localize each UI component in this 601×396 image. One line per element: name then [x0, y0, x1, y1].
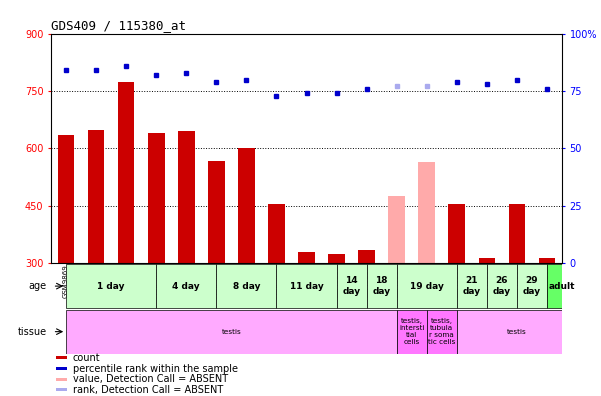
- Bar: [418, 162, 435, 263]
- Bar: [538, 257, 555, 263]
- Text: age: age: [28, 281, 47, 291]
- Text: GDS409 / 115380_at: GDS409 / 115380_at: [51, 19, 186, 32]
- Bar: [397, 264, 457, 308]
- Text: testis,
intersti
tial
cells: testis, intersti tial cells: [399, 318, 424, 345]
- Text: testis: testis: [507, 329, 526, 335]
- Bar: [238, 148, 255, 263]
- Text: 4 day: 4 day: [172, 282, 200, 291]
- Bar: [56, 388, 67, 391]
- Text: 1 day: 1 day: [97, 282, 125, 291]
- Bar: [388, 196, 405, 263]
- Bar: [448, 204, 465, 263]
- Text: count: count: [73, 352, 100, 363]
- Text: adult: adult: [549, 282, 575, 291]
- Text: 29
day: 29 day: [523, 276, 541, 296]
- Text: 21
day: 21 day: [463, 276, 481, 296]
- Text: 18
day: 18 day: [373, 276, 391, 296]
- Text: 8 day: 8 day: [233, 282, 260, 291]
- Bar: [517, 264, 547, 308]
- Text: 14
day: 14 day: [343, 276, 361, 296]
- Bar: [276, 264, 337, 308]
- Bar: [56, 378, 67, 381]
- Bar: [156, 264, 216, 308]
- Bar: [337, 264, 367, 308]
- Text: percentile rank within the sample: percentile rank within the sample: [73, 364, 237, 374]
- Bar: [427, 310, 457, 354]
- Text: rank, Detection Call = ABSENT: rank, Detection Call = ABSENT: [73, 385, 223, 395]
- Bar: [478, 257, 495, 263]
- Bar: [457, 264, 487, 308]
- Bar: [58, 135, 75, 263]
- Text: 26
day: 26 day: [493, 276, 511, 296]
- Bar: [56, 367, 67, 370]
- Bar: [508, 204, 525, 263]
- Bar: [298, 252, 315, 263]
- Bar: [88, 130, 105, 263]
- Text: testis: testis: [222, 329, 241, 335]
- Text: tissue: tissue: [17, 327, 47, 337]
- Bar: [178, 131, 195, 263]
- Bar: [66, 310, 397, 354]
- Bar: [457, 310, 577, 354]
- Bar: [358, 250, 375, 263]
- Bar: [148, 133, 165, 263]
- Text: value, Detection Call = ABSENT: value, Detection Call = ABSENT: [73, 374, 228, 385]
- Text: 19 day: 19 day: [410, 282, 444, 291]
- Text: 11 day: 11 day: [290, 282, 323, 291]
- Bar: [397, 310, 427, 354]
- Bar: [208, 161, 225, 263]
- Bar: [547, 264, 577, 308]
- Bar: [268, 204, 285, 263]
- Bar: [367, 264, 397, 308]
- Bar: [66, 264, 156, 308]
- Bar: [487, 264, 517, 308]
- Bar: [118, 82, 135, 263]
- Bar: [56, 356, 67, 359]
- Bar: [328, 254, 345, 263]
- Bar: [216, 264, 276, 308]
- Text: testis,
tubula
r soma
tic cells: testis, tubula r soma tic cells: [428, 318, 456, 345]
